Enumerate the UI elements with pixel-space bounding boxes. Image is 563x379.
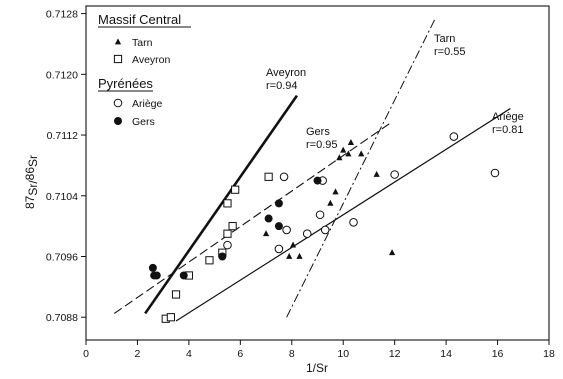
legend-item-label: Gers xyxy=(132,116,155,128)
fit-r-value-aveyron: r=0.94 xyxy=(266,80,298,92)
data-point-arige xyxy=(349,218,358,227)
data-point-tarn xyxy=(262,230,270,237)
data-point-aveyron xyxy=(228,222,237,231)
y-axis-title-middle: Sr/ xyxy=(26,180,40,196)
data-point-arige xyxy=(274,244,284,254)
legend-group-title: Pyrénées xyxy=(98,76,153,91)
fit-line-gers xyxy=(113,123,390,314)
fit-label-arige: Ariège xyxy=(492,111,524,123)
fit-line-tarn xyxy=(286,17,437,318)
legend-group-title: Massif Central xyxy=(98,12,181,27)
data-point-aveyron xyxy=(166,313,175,322)
data-point-tarn xyxy=(345,150,352,157)
y-axis-tick-label: 0.7088 xyxy=(46,312,78,324)
legend-item-label: Tarn xyxy=(132,37,153,49)
data-point-arige xyxy=(279,172,289,182)
data-point-tarn xyxy=(289,241,297,248)
data-point-arige xyxy=(490,168,500,178)
data-point-tarn xyxy=(336,154,343,161)
fit-label-tarn: Tarn xyxy=(434,33,455,45)
fit-r-value-arige: r=0.81 xyxy=(492,124,524,136)
x-axis-tick-label: 18 xyxy=(543,348,555,360)
data-point-arige xyxy=(282,225,291,235)
data-point-arige xyxy=(223,240,232,250)
data-point-aveyron xyxy=(231,185,240,194)
data-point-gers xyxy=(274,199,283,208)
legend-marker-gers xyxy=(114,117,122,125)
x-axis-tick-label: 8 xyxy=(289,348,295,360)
y-axis-tick-label: 0.7096 xyxy=(46,252,78,264)
data-point-arige xyxy=(390,170,399,179)
x-axis-tick-label: 0 xyxy=(83,348,89,360)
legend-marker-arige xyxy=(113,98,123,108)
fit-line-arige xyxy=(175,107,511,322)
data-point-arige xyxy=(320,225,330,235)
data-point-gers xyxy=(264,214,273,223)
y-axis-title-denominator: 86 xyxy=(23,167,37,181)
data-point-tarn xyxy=(340,146,347,153)
fit-r-value-gers: r=0.95 xyxy=(306,139,338,151)
data-point-aveyron xyxy=(264,172,273,181)
x-axis-title: 1/Sr xyxy=(306,361,328,375)
data-point-gers xyxy=(179,271,188,280)
x-axis-tick-label: 2 xyxy=(135,348,141,360)
legend-item-label: Ariège xyxy=(132,98,163,110)
data-point-tarn xyxy=(373,170,380,177)
data-point-arige xyxy=(315,210,325,220)
data-point-gers xyxy=(274,222,283,231)
data-point-aveyron xyxy=(205,256,214,265)
fit-label-gers: Gers xyxy=(306,126,330,138)
data-point-gers xyxy=(218,252,227,261)
y-axis-tick-label: 0.7112 xyxy=(47,130,78,142)
data-point-gers xyxy=(148,263,157,272)
fit-line-aveyron xyxy=(144,94,298,315)
data-point-tarn xyxy=(347,139,355,146)
x-axis-tick-label: 10 xyxy=(337,348,349,360)
x-axis-tick-label: 12 xyxy=(389,348,401,360)
data-point-tarn xyxy=(296,252,303,259)
x-axis-tick-label: 4 xyxy=(186,348,192,360)
y-axis-title: 87Sr/86Sr xyxy=(23,155,40,209)
y-axis-tick-label: 0.7128 xyxy=(46,9,78,21)
data-point-gers xyxy=(313,176,322,185)
y-axis-tick-label: 0.7120 xyxy=(46,69,78,81)
legend-marker-aveyron xyxy=(113,54,123,64)
legend-item-label: Aveyron xyxy=(132,54,170,66)
plot-area-frame xyxy=(85,5,550,341)
x-axis-tick-label: 6 xyxy=(237,348,243,360)
fit-r-value-tarn: r=0.55 xyxy=(434,46,466,58)
data-point-tarn xyxy=(286,252,293,259)
data-point-tarn xyxy=(332,188,339,195)
data-point-arige xyxy=(449,132,459,141)
data-point-tarn xyxy=(388,249,396,256)
legend-marker-tarn xyxy=(114,38,122,45)
x-axis-tick-label: 16 xyxy=(492,348,504,360)
y-axis-tick-label: 0.7104 xyxy=(46,191,78,203)
data-point-aveyron xyxy=(171,290,181,299)
y-axis-title-tail: Sr xyxy=(26,155,40,167)
data-point-tarn xyxy=(358,150,365,157)
x-axis-tick-label: 14 xyxy=(440,348,452,360)
fit-label-aveyron: Aveyron xyxy=(266,67,306,79)
y-axis-title-numerator: 87 xyxy=(23,195,37,209)
data-point-gers xyxy=(152,271,161,280)
data-point-tarn xyxy=(327,199,334,206)
data-point-aveyron xyxy=(223,199,232,208)
data-point-arige xyxy=(302,229,312,239)
data-point-aveyron xyxy=(223,229,232,238)
